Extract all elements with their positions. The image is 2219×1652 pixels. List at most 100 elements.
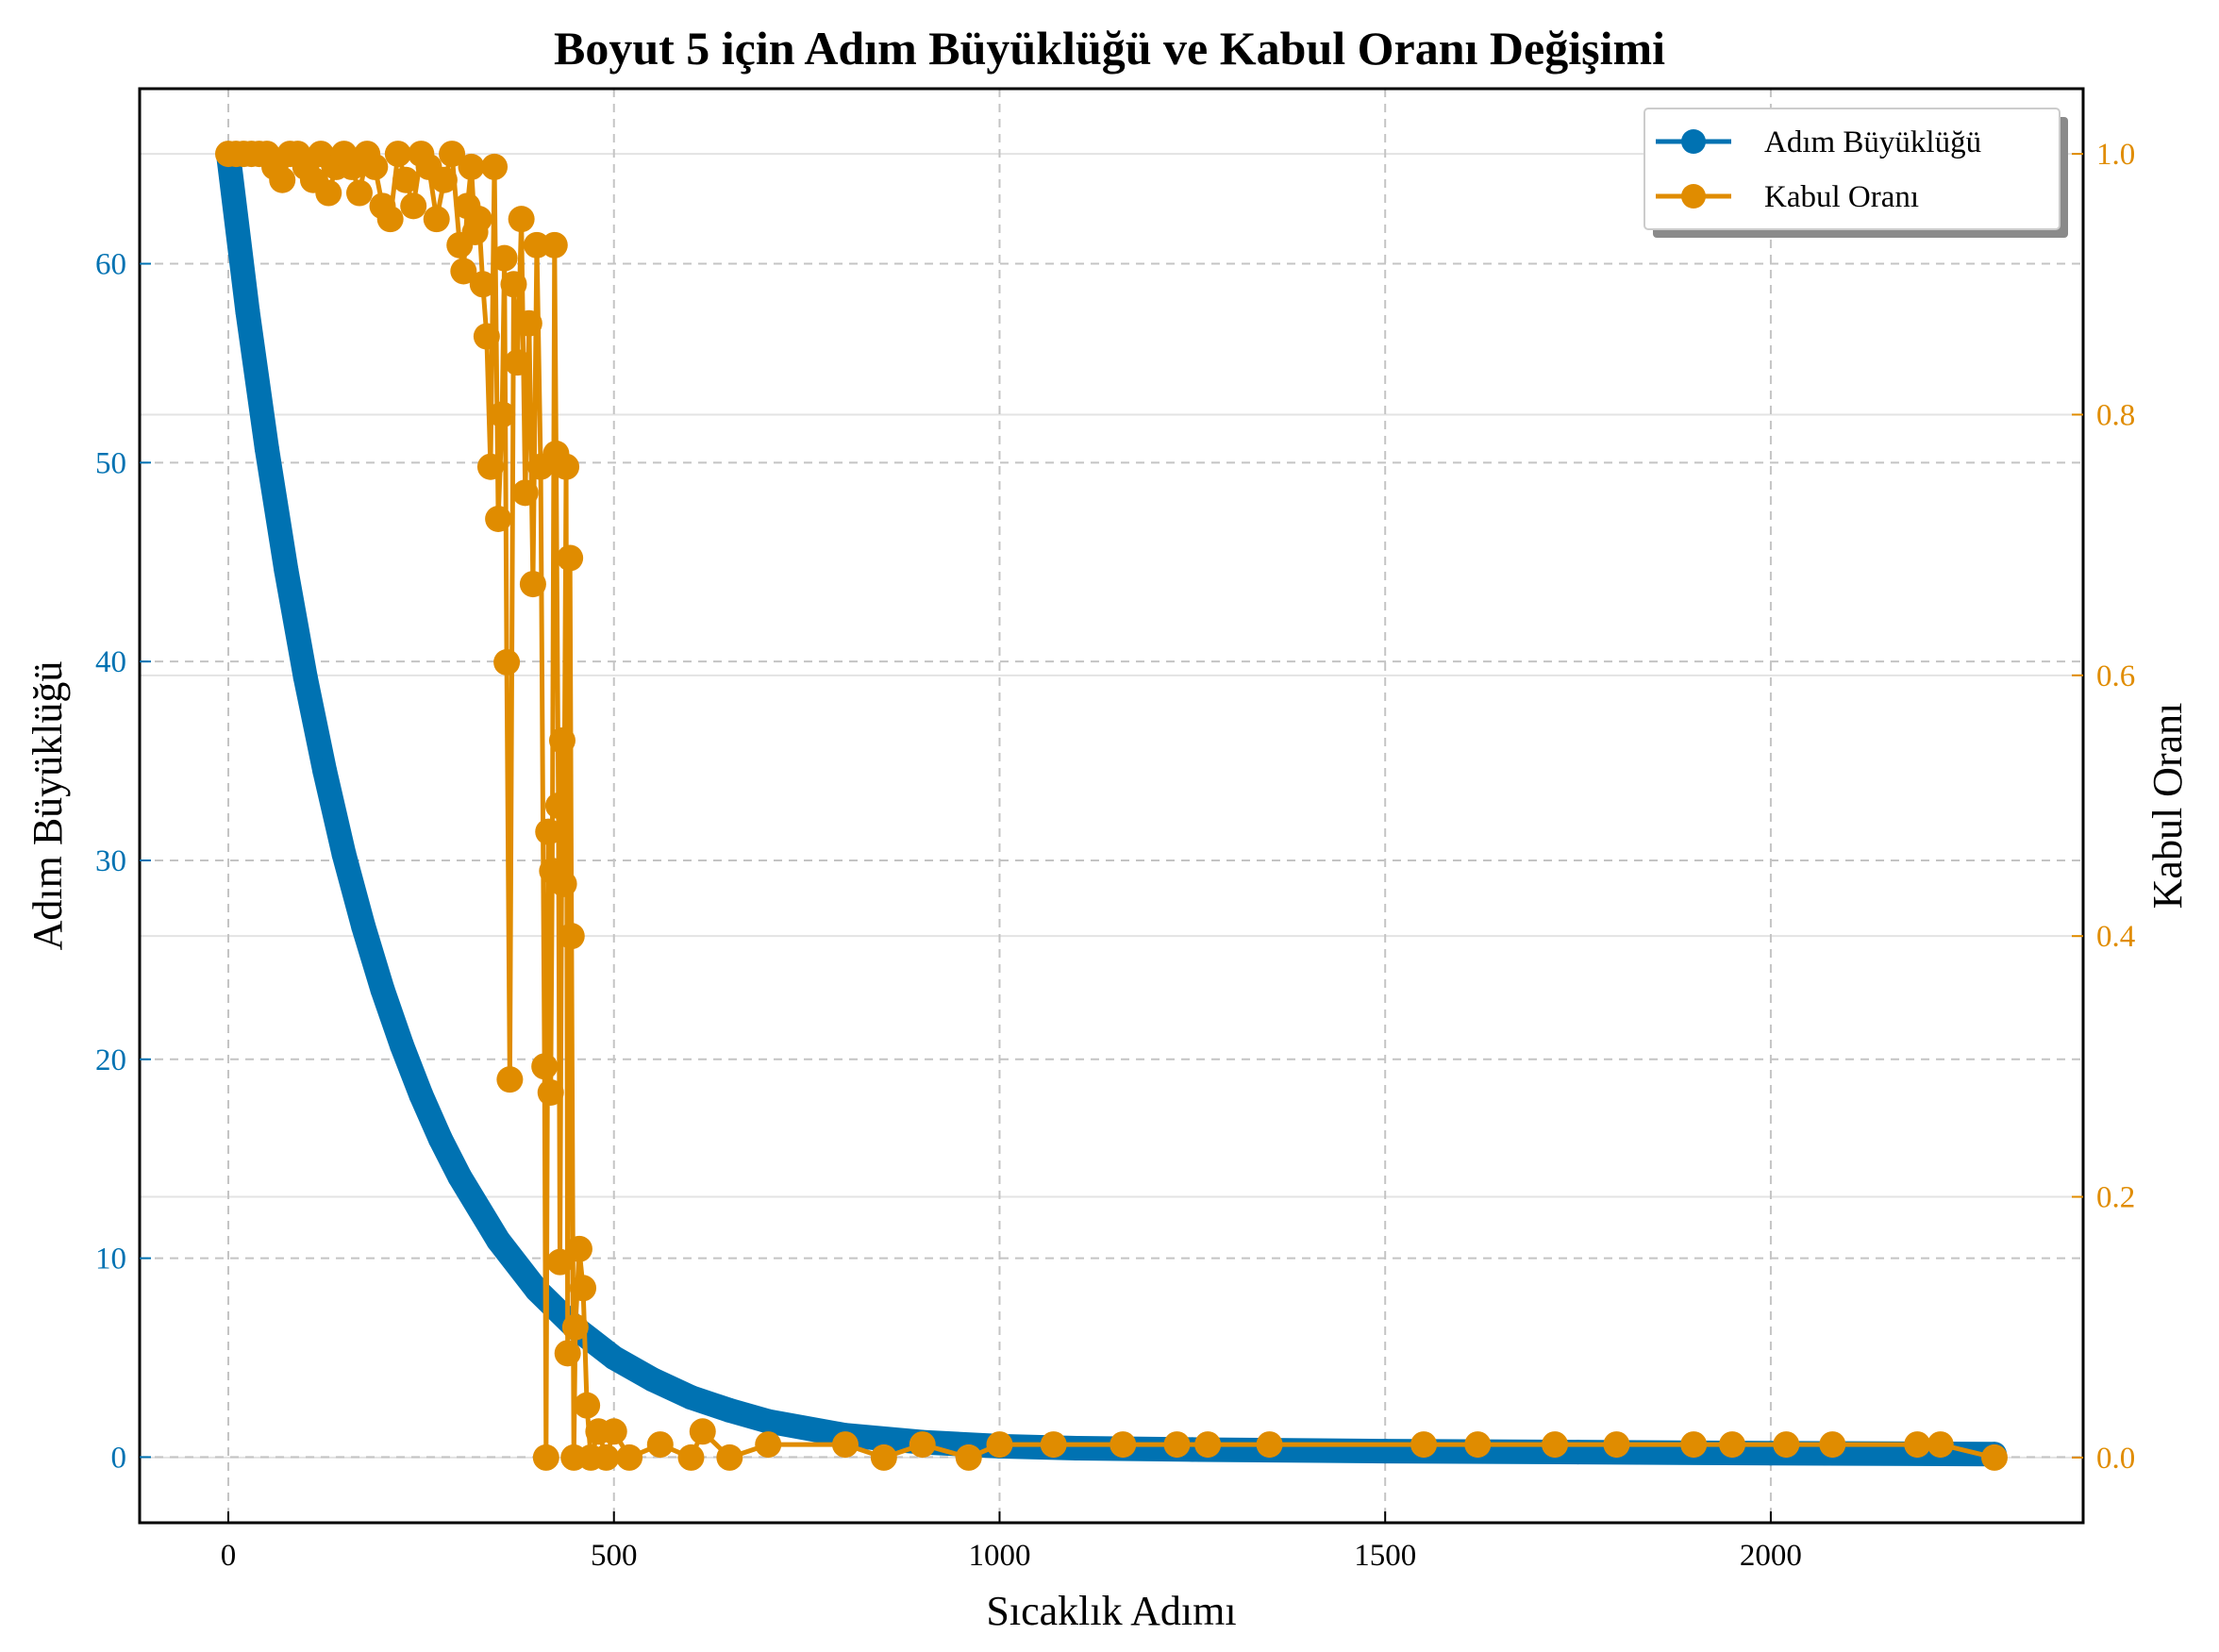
acceptance-rate-point — [557, 544, 584, 572]
legend-accept-swatch-marker — [1681, 184, 1706, 209]
step-size-point — [351, 913, 376, 939]
step-size-point — [274, 558, 299, 583]
x-tick-label: 1000 — [968, 1539, 1030, 1573]
acceptance-rate-point — [1410, 1431, 1438, 1459]
legend: Adım Büyüklüğü Kabul Oranı — [1643, 108, 2068, 238]
y2-tick-label: 0.2 — [2096, 1181, 2135, 1215]
step-size-point — [312, 759, 338, 784]
series-step-size — [216, 142, 2007, 1467]
acceptance-rate-point — [716, 1443, 743, 1471]
acceptance-rate-point — [485, 506, 512, 532]
acceptance-rate-point — [831, 1431, 859, 1459]
acceptance-rate-point — [909, 1431, 936, 1459]
acceptance-rate-point — [476, 453, 504, 480]
acceptance-rate-point — [392, 166, 420, 193]
x-tick-label: 0 — [221, 1539, 237, 1573]
y2-tick-label: 1.0 — [2096, 138, 2135, 172]
acceptance-rate-point — [345, 179, 373, 207]
acceptance-rate-point — [1927, 1431, 1954, 1459]
y-tick-label: 0 — [111, 1441, 127, 1475]
acceptance-rate-point — [376, 206, 404, 233]
acceptance-rate-point — [548, 726, 576, 754]
step-size-point — [409, 1082, 434, 1108]
step-size-point — [678, 1385, 704, 1410]
step-size-point — [292, 665, 318, 691]
y2-tick-label: 0.4 — [2096, 920, 2135, 954]
series-acceptance-rate — [215, 141, 2008, 1471]
legend-step-swatch-marker — [1681, 129, 1706, 154]
acceptance-rate-point — [458, 153, 485, 180]
acceptance-rate-point — [1040, 1431, 1067, 1459]
acceptance-rate-point — [570, 1275, 597, 1302]
acceptance-rate-point — [508, 206, 535, 233]
acceptance-rate-point — [430, 166, 458, 193]
acceptance-rate-point — [465, 206, 492, 233]
y-tick-label: 40 — [95, 645, 126, 679]
acceptance-rate-point — [1819, 1431, 1846, 1459]
acceptance-rate-point — [532, 1443, 559, 1471]
acceptance-rate-point — [554, 1340, 581, 1367]
plot-frame — [138, 87, 2085, 1525]
y-tick-label: 10 — [95, 1243, 126, 1277]
acceptance-rate-point — [541, 231, 568, 259]
acceptance-rate-point — [870, 1443, 897, 1471]
chart-title: Boyut 5 için Adım Büyüklüğü ve Kabul Ora… — [554, 22, 1665, 75]
acceptance-rate-point — [1773, 1431, 1800, 1459]
acceptance-rate-point — [592, 1443, 620, 1471]
acceptance-rate-point — [531, 1053, 559, 1080]
acceptance-rate-point — [384, 141, 411, 168]
legend-step-label: Adım Büyüklüğü — [1764, 125, 1981, 159]
acceptance-rate-point — [1904, 1431, 1931, 1459]
acceptance-rate-point — [496, 1066, 524, 1093]
acceptance-rate-point — [1464, 1431, 1492, 1459]
legend-accept-label: Kabul Oranı — [1764, 180, 1919, 214]
step-size-point — [717, 1397, 742, 1423]
y-tick-label: 20 — [95, 1043, 126, 1077]
acceptance-rate-point — [689, 1418, 716, 1445]
step-size-point — [427, 1126, 453, 1152]
x-axis-label: Sıcaklık Adımı — [986, 1588, 1236, 1634]
step-size-point — [524, 1277, 549, 1303]
acceptance-rate-point — [546, 1248, 574, 1276]
acceptance-rate-point — [1542, 1431, 1569, 1459]
x-tick-label: 2000 — [1740, 1539, 1802, 1573]
y2-axis-label: Kabul Oranı — [2144, 703, 2191, 909]
step-size-point — [756, 1409, 781, 1434]
acceptance-rate-point — [481, 153, 509, 180]
acceptance-rate-point — [1110, 1431, 1137, 1459]
step-size-point — [640, 1367, 665, 1393]
acceptance-rate-point — [491, 244, 518, 272]
acceptance-rate-point — [550, 870, 577, 897]
acceptance-rate-point — [600, 1418, 627, 1445]
acceptance-rate-point — [361, 153, 389, 180]
y2-tick-label: 0.8 — [2096, 398, 2135, 432]
acceptance-rate-point — [535, 818, 562, 845]
acceptance-rate-point — [558, 923, 585, 950]
acceptance-rate-point — [561, 1313, 589, 1341]
acceptance-rate-point — [504, 349, 531, 376]
acceptance-rate-point — [1163, 1431, 1191, 1459]
step-size-point — [389, 1033, 414, 1059]
acceptance-rate-point — [544, 793, 572, 819]
acceptance-rate-point — [537, 1079, 564, 1106]
acceptance-rate-point — [565, 1235, 592, 1262]
acceptance-rate-point — [1603, 1431, 1630, 1459]
acceptance-rate-point — [500, 271, 527, 298]
step-size-point — [486, 1227, 511, 1253]
acceptance-rate-point — [986, 1431, 1013, 1459]
axis-ticks: 0 500 1000 1500 2000 0 10 20 30 40 50 60 0.0 0.2 0.4 0.… — [95, 138, 2135, 1573]
y-tick-label: 50 — [95, 446, 126, 480]
step-size-point — [235, 299, 260, 325]
acceptance-rate-point — [269, 166, 296, 193]
acceptance-rate-point — [515, 309, 542, 337]
acceptance-rate-point — [1194, 1431, 1222, 1459]
x-tick-label: 1500 — [1354, 1539, 1416, 1573]
plot-background — [140, 89, 2083, 1523]
acceptance-rate-point — [423, 206, 450, 233]
step-size-point — [601, 1345, 626, 1371]
acceptance-rate-point — [1980, 1443, 2008, 1471]
y2-tick-label: 0.6 — [2096, 659, 2135, 693]
acceptance-rate-point — [489, 401, 516, 428]
acceptance-rate-point — [574, 1392, 601, 1419]
